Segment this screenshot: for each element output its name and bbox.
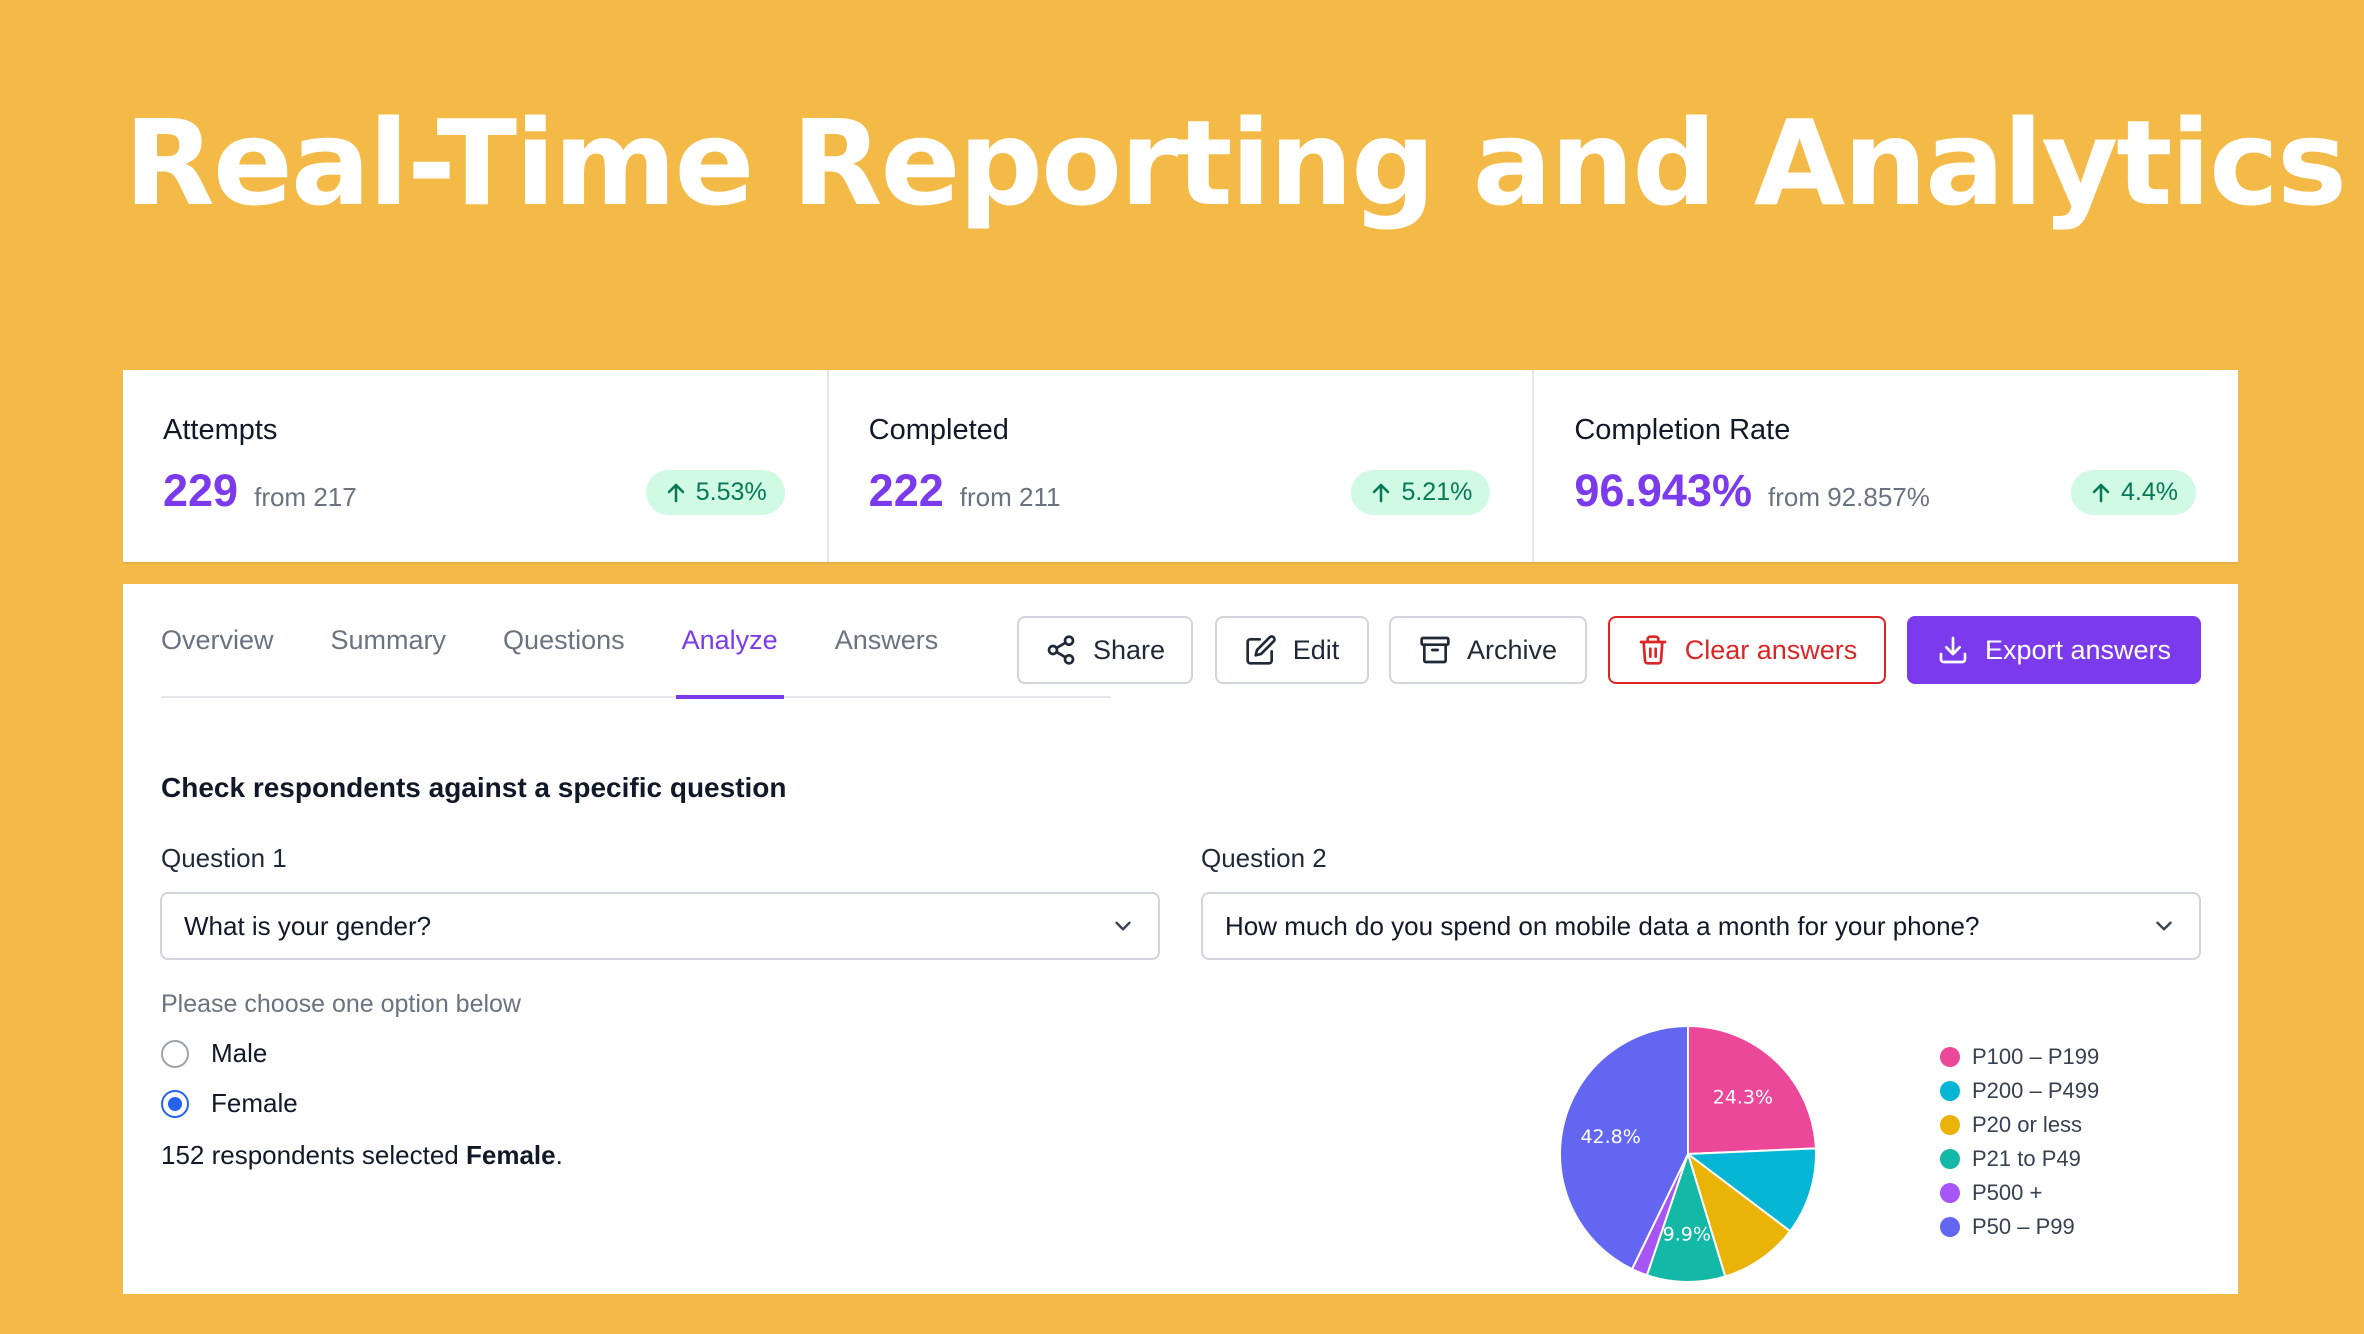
share-label: Share xyxy=(1092,634,1166,665)
legend-item[interactable]: P20 or less xyxy=(1940,1112,2082,1138)
stat-label: Attempts xyxy=(163,414,278,446)
edit-button[interactable]: Edit xyxy=(1215,616,1369,684)
stat-attempts: Attempts 229 from 217 5.53% xyxy=(123,370,829,562)
result-option: Female xyxy=(466,1140,556,1170)
legend-label: P21 to P49 xyxy=(1972,1146,2081,1171)
question-2-value: How much do you spend on mobile data a m… xyxy=(1225,910,1980,941)
archive-button[interactable]: Archive xyxy=(1389,616,1587,684)
edit-label: Edit xyxy=(1292,634,1340,665)
pie-slice[interactable] xyxy=(1645,1150,1727,1283)
legend-label: P50 – P99 xyxy=(1972,1214,2075,1239)
option-female-label: Female xyxy=(211,1088,298,1118)
export-answers-label: Export answers xyxy=(1984,634,2172,665)
legend-item[interactable]: P100 – P199 xyxy=(1940,1044,2099,1070)
slice-label: 9.9% xyxy=(1663,1223,1711,1245)
share-button[interactable]: Share xyxy=(1017,616,1193,684)
clear-answers-button[interactable]: Clear answers xyxy=(1608,616,1886,684)
result-prefix: 152 respondents selected xyxy=(161,1140,466,1170)
legend-item[interactable]: P50 – P99 xyxy=(1940,1214,2075,1240)
stat-value: 229 xyxy=(163,465,239,516)
question-2-select[interactable]: How much do you spend on mobile data a m… xyxy=(1201,892,2201,960)
stat-from: from 92.857% xyxy=(1768,482,1930,512)
stat-delta: 4.4% xyxy=(2121,478,2179,506)
legend-item[interactable]: P500 + xyxy=(1940,1180,2042,1206)
stat-label: Completion Rate xyxy=(1574,414,1791,446)
result-suffix: . xyxy=(555,1140,563,1170)
tab-overview[interactable]: Overview xyxy=(161,624,274,655)
stat-completed: Completed 222 from 211 5.21% xyxy=(829,370,1535,562)
legend-swatch xyxy=(1940,1183,1960,1203)
stat-completion-rate: Completion Rate 96.943% from 92.857% 4.4… xyxy=(1534,370,2238,562)
download-icon xyxy=(1939,636,1967,664)
edit-icon xyxy=(1246,635,1276,665)
legend-swatch xyxy=(1940,1149,1960,1169)
legend-item[interactable]: P21 to P49 xyxy=(1940,1146,2081,1172)
analytics-panel: Overview Summary Questions Analyze Answe… xyxy=(123,584,2238,1294)
stat-delta-badge: 5.53% xyxy=(645,470,785,515)
legend-item[interactable]: P200 – P499 xyxy=(1940,1078,2099,1104)
pie-slice[interactable] xyxy=(1685,1147,1817,1233)
export-answers-button[interactable]: Export answers xyxy=(1907,616,2201,684)
stat-delta-badge: 5.21% xyxy=(1351,470,1491,515)
tab-summary[interactable]: Summary xyxy=(330,624,447,655)
question-1-select[interactable]: What is your gender? xyxy=(160,892,1160,960)
tab-analyze[interactable]: Analyze xyxy=(675,583,784,699)
trash-icon xyxy=(1639,635,1667,665)
option-male-label: Male xyxy=(211,1038,268,1068)
legend-swatch xyxy=(1940,1081,1960,1101)
pie-slice[interactable] xyxy=(1559,1024,1689,1271)
page-headline: Real-Time Reporting and Analytics xyxy=(124,94,2347,232)
option-male[interactable]: Male xyxy=(161,1038,267,1069)
chevron-down-icon xyxy=(2156,921,2172,931)
legend-swatch xyxy=(1940,1115,1960,1135)
stat-delta: 5.53% xyxy=(695,478,767,506)
stat-value: 96.943% xyxy=(1574,465,1752,516)
tab-bar: Overview Summary Questions Analyze Answe… xyxy=(161,583,1111,699)
stat-from: from 217 xyxy=(254,482,357,512)
pie-chart: 24.3% 9.9% 42.8% P100 – P199 P200 – P499 P20… xyxy=(1423,1004,2223,1294)
legend-label: P100 – P199 xyxy=(1972,1044,2100,1069)
legend-label: P200 – P499 xyxy=(1972,1078,2100,1103)
stats-card: Attempts 229 from 217 5.53% Completed 22… xyxy=(123,370,2238,562)
legend-swatch xyxy=(1940,1217,1960,1237)
tab-answers[interactable]: Answers xyxy=(834,624,939,655)
pie-svg: 24.3% 9.9% 42.8% xyxy=(1559,1024,1817,1283)
option-hint: Please choose one option below xyxy=(161,990,521,1018)
pie-slice[interactable] xyxy=(1686,1151,1792,1278)
archive-label: Archive xyxy=(1466,634,1558,665)
arrow-up-icon xyxy=(667,483,685,502)
stat-delta: 5.21% xyxy=(1401,478,1473,506)
respondents-result: 152 respondents selected Female. xyxy=(161,1140,563,1171)
stat-from: from 211 xyxy=(959,482,1061,512)
question-2-label: Question 2 xyxy=(1201,843,1327,873)
archive-icon xyxy=(1420,636,1450,664)
legend-label: P20 or less xyxy=(1972,1112,2083,1137)
arrow-up-icon xyxy=(1373,483,1390,502)
question-1-label: Question 1 xyxy=(161,843,287,873)
pie-slice[interactable] xyxy=(1687,1024,1817,1156)
stat-delta-badge: 4.4% xyxy=(2071,470,2197,515)
legend-label: P500 + xyxy=(1972,1180,2043,1205)
stat-value: 222 xyxy=(868,465,944,516)
clear-answers-label: Clear answers xyxy=(1684,634,1858,665)
arrow-up-icon xyxy=(2092,483,2110,502)
legend-swatch xyxy=(1940,1047,1960,1067)
stat-label: Completed xyxy=(868,414,1009,446)
chevron-down-icon xyxy=(1115,921,1131,931)
question-1-value: What is your gender? xyxy=(184,910,432,941)
slice-label: 24.3% xyxy=(1713,1087,1773,1109)
tab-questions[interactable]: Questions xyxy=(503,624,625,655)
share-icon xyxy=(1047,635,1075,665)
slice-label: 42.8% xyxy=(1580,1126,1640,1148)
section-title: Check respondents against a specific que… xyxy=(161,772,787,803)
radio-male[interactable] xyxy=(161,1039,189,1068)
option-female[interactable]: Female xyxy=(161,1088,298,1119)
radio-female[interactable] xyxy=(161,1089,189,1118)
